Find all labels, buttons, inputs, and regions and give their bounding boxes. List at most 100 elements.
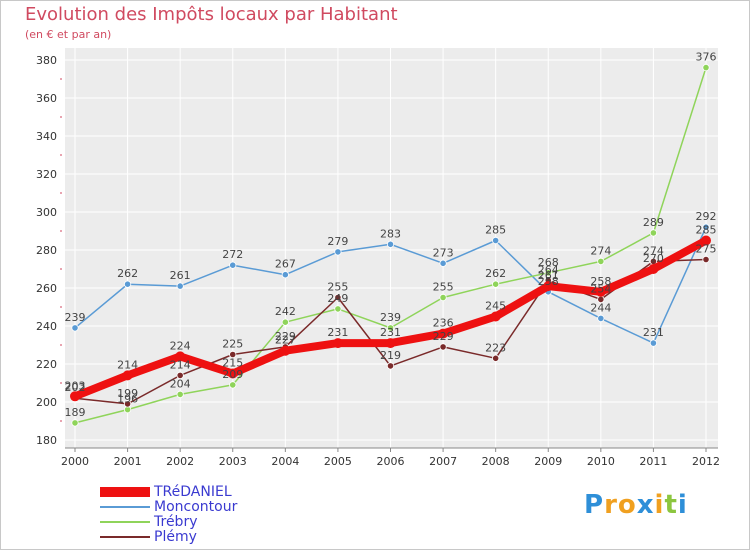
data-point-trebry — [702, 64, 710, 72]
legend-swatch — [100, 536, 150, 538]
data-point-moncontour — [649, 339, 658, 347]
data-label-moncontour: 279 — [327, 235, 348, 248]
data-label-moncontour: 262 — [117, 267, 138, 280]
data-label-plemy: 264 — [538, 263, 559, 276]
data-label-tredaniel: 231 — [327, 326, 348, 339]
data-label-tredaniel: 227 — [275, 334, 296, 347]
x-tick-label: 2008 — [482, 455, 510, 468]
data-label-moncontour: 261 — [170, 269, 191, 282]
data-label-moncontour: 292 — [696, 210, 717, 223]
brand-letter: r — [604, 490, 618, 520]
data-point-plemy — [702, 255, 710, 264]
legend-label: Moncontour — [154, 499, 238, 515]
data-label-moncontour: 273 — [433, 246, 454, 259]
data-label-trebry: 204 — [170, 377, 191, 390]
brand-letter: i — [654, 490, 665, 520]
data-point-trebry — [229, 381, 237, 389]
legend-item-moncontour: Moncontour — [100, 499, 300, 515]
data-point-moncontour — [229, 261, 237, 269]
data-point-trebry — [334, 305, 342, 313]
brand-logo: Proxiti — [584, 490, 688, 520]
data-point-moncontour — [71, 324, 79, 332]
data-point-tredaniel — [438, 328, 449, 339]
data-label-plemy: 275 — [696, 243, 717, 256]
x-tick-label: 2003 — [219, 455, 247, 468]
data-point-trebry — [597, 257, 605, 265]
data-label-trebry: 189 — [65, 406, 86, 419]
plot-background — [65, 48, 718, 448]
data-point-trebry — [492, 280, 500, 288]
y-tick-label: 380 — [36, 54, 57, 67]
data-point-tredaniel — [701, 235, 711, 246]
data-point-tredaniel — [122, 370, 133, 381]
data-label-tredaniel: 285 — [696, 224, 717, 237]
brand-letter: x — [636, 490, 655, 520]
data-label-moncontour: 239 — [65, 311, 86, 324]
chart-subtitle: (en € et par an) — [25, 28, 112, 41]
data-label-trebry: 289 — [643, 216, 664, 229]
data-label-tredaniel: 245 — [485, 300, 506, 313]
data-point-tredaniel — [595, 286, 606, 297]
data-label-trebry: 239 — [380, 311, 401, 324]
data-point-tredaniel — [280, 345, 291, 356]
y-tick-label: 260 — [36, 282, 57, 295]
chart-title: Evolution des Impôts locaux par Habitant — [25, 4, 398, 25]
data-point-plemy — [386, 362, 395, 370]
x-tick-label: 2007 — [429, 455, 457, 468]
data-point-tredaniel — [385, 338, 396, 349]
data-label-moncontour: 267 — [275, 258, 296, 271]
data-label-trebry: 249 — [327, 292, 348, 305]
data-label-tredaniel: 214 — [117, 358, 138, 371]
data-label-trebry: 376 — [696, 51, 717, 64]
data-point-plemy — [123, 400, 132, 408]
y-tick-label: 300 — [36, 206, 57, 219]
y-tick-label: 220 — [36, 358, 57, 371]
data-label-tredaniel: 215 — [222, 357, 243, 370]
data-label-tredaniel: 270 — [643, 252, 664, 265]
data-label-tredaniel: 236 — [433, 317, 454, 330]
legend-swatch — [100, 487, 150, 497]
brand-letter: o — [617, 490, 637, 520]
data-point-tredaniel — [175, 351, 186, 362]
data-label-tredaniel: 258 — [590, 275, 611, 288]
y-tick-label: 360 — [36, 92, 57, 105]
data-point-trebry — [176, 390, 184, 398]
data-point-moncontour — [123, 280, 132, 288]
legend-swatch — [100, 521, 150, 523]
data-label-tredaniel: 203 — [65, 379, 86, 392]
legend-label: Trébry — [154, 514, 198, 530]
data-label-plemy: 229 — [433, 330, 454, 343]
y-tick-label: 340 — [36, 130, 57, 143]
data-label-tredaniel: 261 — [538, 269, 559, 282]
data-label-trebry: 209 — [222, 368, 243, 381]
data-label-tredaniel: 224 — [170, 339, 191, 352]
data-point-moncontour — [597, 314, 605, 322]
x-tick-label: 2005 — [324, 455, 352, 468]
data-label-moncontour: 258 — [538, 275, 559, 288]
data-point-moncontour — [176, 282, 184, 290]
legend-item-trebry: Trébry — [100, 514, 300, 530]
legend-label: TRéDANIEL — [154, 484, 232, 500]
x-tick-label: 2000 — [61, 455, 89, 468]
x-tick-label: 2011 — [639, 455, 667, 468]
data-label-tredaniel: 231 — [380, 326, 401, 339]
y-tick-label: 280 — [36, 244, 57, 257]
data-label-trebry: 268 — [538, 256, 559, 269]
legend-label: Plémy — [154, 529, 197, 545]
data-label-trebry: 242 — [275, 305, 296, 318]
y-tick-label: 240 — [36, 320, 57, 333]
data-point-tredaniel — [227, 368, 238, 379]
data-point-moncontour — [702, 223, 710, 231]
legend-item-plemy: Plémy — [100, 529, 300, 545]
data-point-trebry — [649, 229, 658, 237]
x-tick-label: 2002 — [166, 455, 194, 468]
data-point-moncontour — [334, 248, 342, 256]
data-point-tredaniel — [648, 264, 659, 274]
data-point-tredaniel — [332, 338, 343, 349]
data-label-plemy: 255 — [327, 281, 348, 294]
data-point-trebry — [544, 269, 552, 277]
x-tick-label: 2009 — [534, 455, 562, 468]
data-point-moncontour — [281, 271, 289, 279]
data-point-trebry — [386, 324, 395, 332]
data-label-plemy: 229 — [275, 330, 296, 343]
